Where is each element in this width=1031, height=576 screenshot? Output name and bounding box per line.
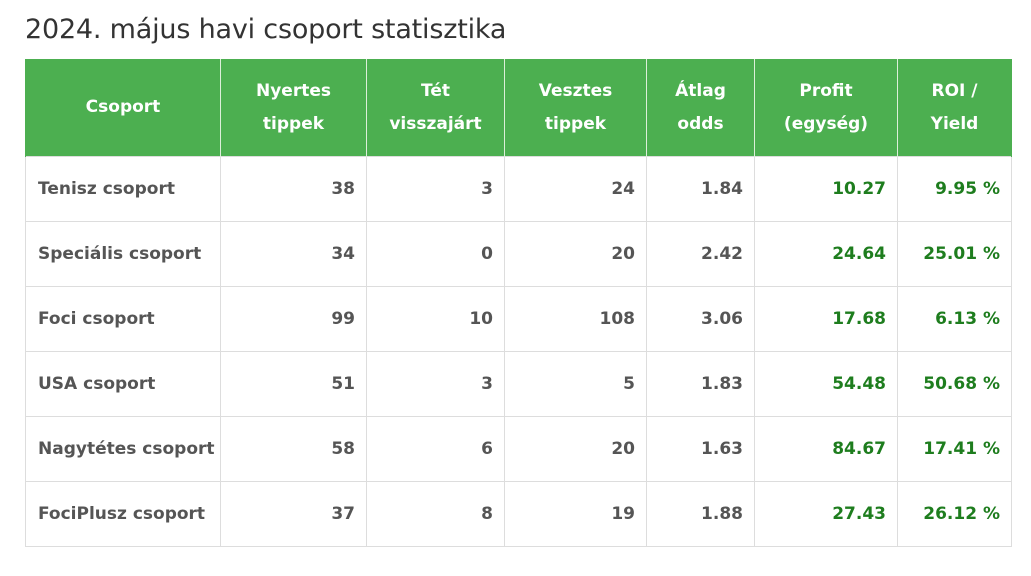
group-statistics-table: Csoport Nyertes tippek Tét visszajárt Vesz… [25,59,1012,547]
header-average-odds: Átlag odds [646,59,755,157]
profit-cell: 54.48 [754,351,898,417]
header-stake-returned: Tét visszajárt [366,59,505,157]
header-average-odds-line1: Átlag [675,80,726,101]
average-odds-cell: 2.42 [646,221,755,287]
average-odds-cell: 1.63 [646,416,755,482]
group-name-cell: FociPlusz csoport [25,481,221,547]
header-profit: Profit (egység) [754,59,898,157]
profit-cell: 27.43 [754,481,898,547]
winning-tips-cell: 51 [220,351,367,417]
header-roi-yield-line1: ROI / [931,80,978,101]
stake-returned-cell: 10 [366,286,505,352]
table-row: Foci csoport 99 10 108 3.06 17.68 6.13 % [25,286,1012,352]
header-group: Csoport [25,59,221,157]
average-odds-cell: 1.84 [646,156,755,222]
header-roi-yield: ROI / Yield [897,59,1012,157]
header-stake-returned-line2: visszajárt [389,113,482,134]
header-row: Csoport Nyertes tippek Tét visszajárt Vesz… [25,59,1012,157]
losing-tips-cell: 20 [504,416,647,482]
losing-tips-cell: 24 [504,156,647,222]
header-roi-yield-line2: Yield [930,113,979,134]
header-profit-line2: (egység) [783,113,869,134]
losing-tips-cell: 5 [504,351,647,417]
header-losing-tips: Vesztes tippek [504,59,647,157]
winning-tips-cell: 37 [220,481,367,547]
table-row: FociPlusz csoport 37 8 19 1.88 27.43 26.… [25,481,1012,547]
average-odds-cell: 1.88 [646,481,755,547]
profit-cell: 17.68 [754,286,898,352]
table-row: Nagytétes csoport 58 6 20 1.63 84.67 17.… [25,416,1012,482]
header-losing-tips-line1: Vesztes [538,80,613,101]
table-row: Tenisz csoport 38 3 24 1.84 10.27 9.95 % [25,156,1012,222]
header-profit-line1: Profit [799,80,853,101]
losing-tips-cell: 19 [504,481,647,547]
losing-tips-cell: 108 [504,286,647,352]
stake-returned-cell: 3 [366,351,505,417]
winning-tips-cell: 38 [220,156,367,222]
roi-yield-cell: 17.41 % [897,416,1012,482]
stake-returned-cell: 0 [366,221,505,287]
header-winning-tips-line2: tippek [262,113,325,134]
winning-tips-cell: 99 [220,286,367,352]
table-body: Tenisz csoport 38 3 24 1.84 10.27 9.95 %… [25,156,1012,547]
winning-tips-cell: 34 [220,221,367,287]
group-name-cell: Tenisz csoport [25,156,221,222]
roi-yield-cell: 26.12 % [897,481,1012,547]
header-average-odds-line2: odds [677,113,724,134]
header-stake-returned-line1: Tét [421,80,450,101]
roi-yield-cell: 9.95 % [897,156,1012,222]
table-row: Speciális csoport 34 0 20 2.42 24.64 25.… [25,221,1012,287]
average-odds-cell: 3.06 [646,286,755,352]
table-header: Csoport Nyertes tippek Tét visszajárt Vesz… [25,59,1012,157]
group-name-cell: Nagytétes csoport [25,416,221,482]
group-name-cell: USA csoport [25,351,221,417]
page-title: 2024. május havi csoport statisztika [25,14,507,45]
average-odds-cell: 1.83 [646,351,755,417]
roi-yield-cell: 25.01 % [897,221,1012,287]
stake-returned-cell: 3 [366,156,505,222]
group-name-cell: Speciális csoport [25,221,221,287]
roi-yield-cell: 6.13 % [897,286,1012,352]
profit-cell: 24.64 [754,221,898,287]
header-losing-tips-line2: tippek [544,113,607,134]
profit-cell: 84.67 [754,416,898,482]
losing-tips-cell: 20 [504,221,647,287]
header-group-label: Csoport [85,97,161,117]
roi-yield-cell: 50.68 % [897,351,1012,417]
profit-cell: 10.27 [754,156,898,222]
header-winning-tips-line1: Nyertes [256,80,331,101]
stake-returned-cell: 6 [366,416,505,482]
winning-tips-cell: 58 [220,416,367,482]
header-winning-tips: Nyertes tippek [220,59,367,157]
table-row: USA csoport 51 3 5 1.83 54.48 50.68 % [25,351,1012,417]
group-name-cell: Foci csoport [25,286,221,352]
stake-returned-cell: 8 [366,481,505,547]
